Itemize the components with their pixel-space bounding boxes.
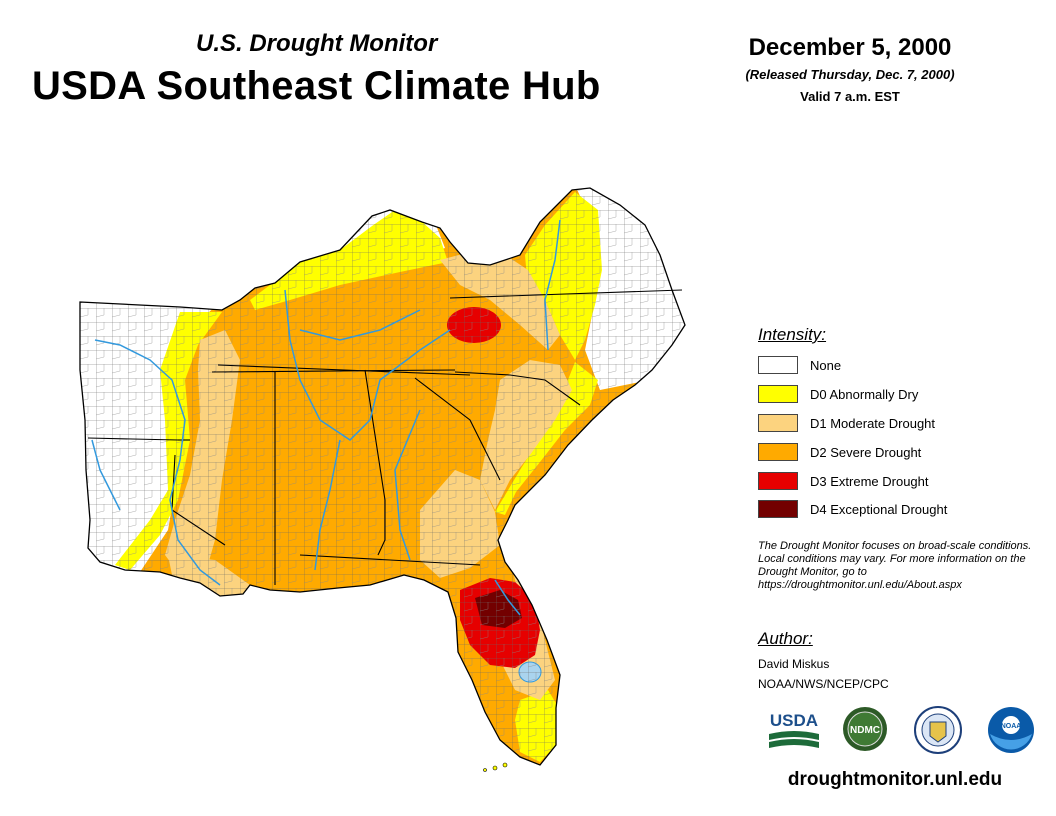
fl-north-boundary [299,554,481,566]
legend-item: D0 Abnormally Dry [758,385,1018,405]
doc-seal-logo [914,706,962,754]
arkansas-river [91,439,121,511]
va-nc-boundary [449,289,683,299]
legend-swatch [758,443,798,461]
florida-keys [483,762,508,772]
potomac-river [544,219,561,351]
legend-label: D3 Extreme Drought [810,474,929,489]
noaa-logo: NOAA [988,707,1034,753]
legend-title: Intensity: [758,325,827,344]
legend-swatch [758,385,798,403]
map-subtitle: U.S. Drought Monitor [196,30,438,57]
svg-text:NDMC: NDMC [850,725,880,736]
region-outline [79,187,686,766]
legend-label: D0 Abnormally Dry [810,387,919,402]
release-date: (Released Thursday, Dec. 7, 2000) [745,67,955,82]
legend-swatch [758,356,798,374]
map-title: USDA Southeast Climate Hub [32,64,601,108]
author-org: NOAA/NWS/NCEP/CPC [758,677,889,691]
legend-label: None [810,358,842,373]
st-johns-river [494,579,521,616]
legend-swatch [758,414,798,432]
rivers [91,219,561,616]
legend-item: D2 Severe Drought [758,443,1018,463]
tn-south-boundary [211,369,456,373]
legend-label: D2 Severe Drought [810,445,922,460]
legend-swatch [758,472,798,490]
legend-label: D4 Exceptional Drought [810,502,948,517]
ga-sc-boundary [414,377,501,481]
legend-item: None [758,356,1018,376]
nc-sc-boundary [454,371,581,406]
cumberland-river [299,309,421,341]
ky-tn-boundary [217,364,471,376]
legend-item: D3 Extreme Drought [758,472,1018,492]
legend-item: D1 Moderate Drought [758,414,1018,434]
disclaimer-note: The Drought Monitor focuses on broad-sca… [758,540,1032,591]
alabama-river [314,439,341,571]
footer-url[interactable]: droughtmonitor.unl.edu [787,769,1003,790]
county-grid [80,188,685,765]
drought-map [79,187,686,772]
drought-zones [80,188,685,765]
chattahoochee-river [394,409,421,561]
legend-label: D1 Moderate Drought [810,416,936,431]
svg-text:NOAA: NOAA [1001,723,1022,730]
valid-time: Valid 7 a.m. EST [800,89,900,104]
author-name: David Miskus [758,657,830,671]
legend-item: D4 Exceptional Drought [758,500,1018,520]
ndmc-logo: NDMC [843,707,887,751]
al-ga-boundary [364,369,386,556]
tennessee-river [284,289,451,441]
legend-swatch [758,500,798,518]
usda-logo: USDA [769,711,819,748]
state-boundaries [87,289,683,585]
ar-la-boundary [87,437,179,441]
map-date: December 5, 2000 [748,34,952,61]
svg-text:USDA: USDA [770,711,818,730]
mississippi-river [94,339,221,586]
author-heading: Author: [758,629,813,648]
